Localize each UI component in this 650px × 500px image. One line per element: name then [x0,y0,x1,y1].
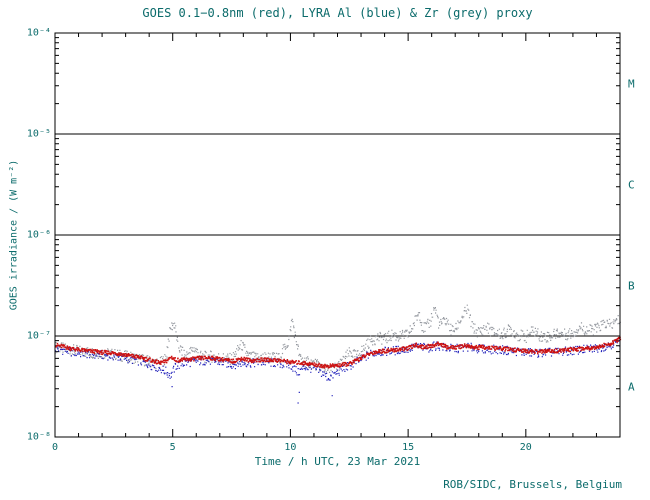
x-tick-label-0: 0 [51,442,59,453]
y-tick-label-1e-7: 10⁻⁷ [26,330,51,342]
series-lyra-al [54,337,621,404]
flare-class-label-b: B [628,279,635,292]
y-tick-label-1e-8: 10⁻⁸ [26,431,51,443]
y-tick-label-1e-5: 10⁻⁵ [26,128,51,140]
x-tick-label-5: 5 [169,442,176,453]
flare-class-label-a: A [628,380,635,393]
x-tick-label-10: 10 [284,442,297,453]
series-dots-al [54,337,621,404]
credit-text: ROB/SIDC, Brussels, Belgium [443,478,622,491]
flare-class-label-m: M [628,77,635,90]
y-tick-label-1e-4: 10⁻⁴ [26,27,51,39]
flare-class-label-c: C [628,178,635,191]
x-tick-label-15: 15 [402,442,415,453]
x-axis-label: Time / h UTC, 23 Mar 2021 [254,455,421,468]
plot-border [54,32,621,438]
gridlines [55,133,620,337]
axes-frame [54,32,621,438]
x-tick-label-20: 20 [519,442,532,453]
y-tick-label-1e-6: 10⁻⁶ [26,229,51,241]
chart-title: GOES 0.1−0.8nm (red), LYRA Al (blue) & Z… [142,6,533,20]
